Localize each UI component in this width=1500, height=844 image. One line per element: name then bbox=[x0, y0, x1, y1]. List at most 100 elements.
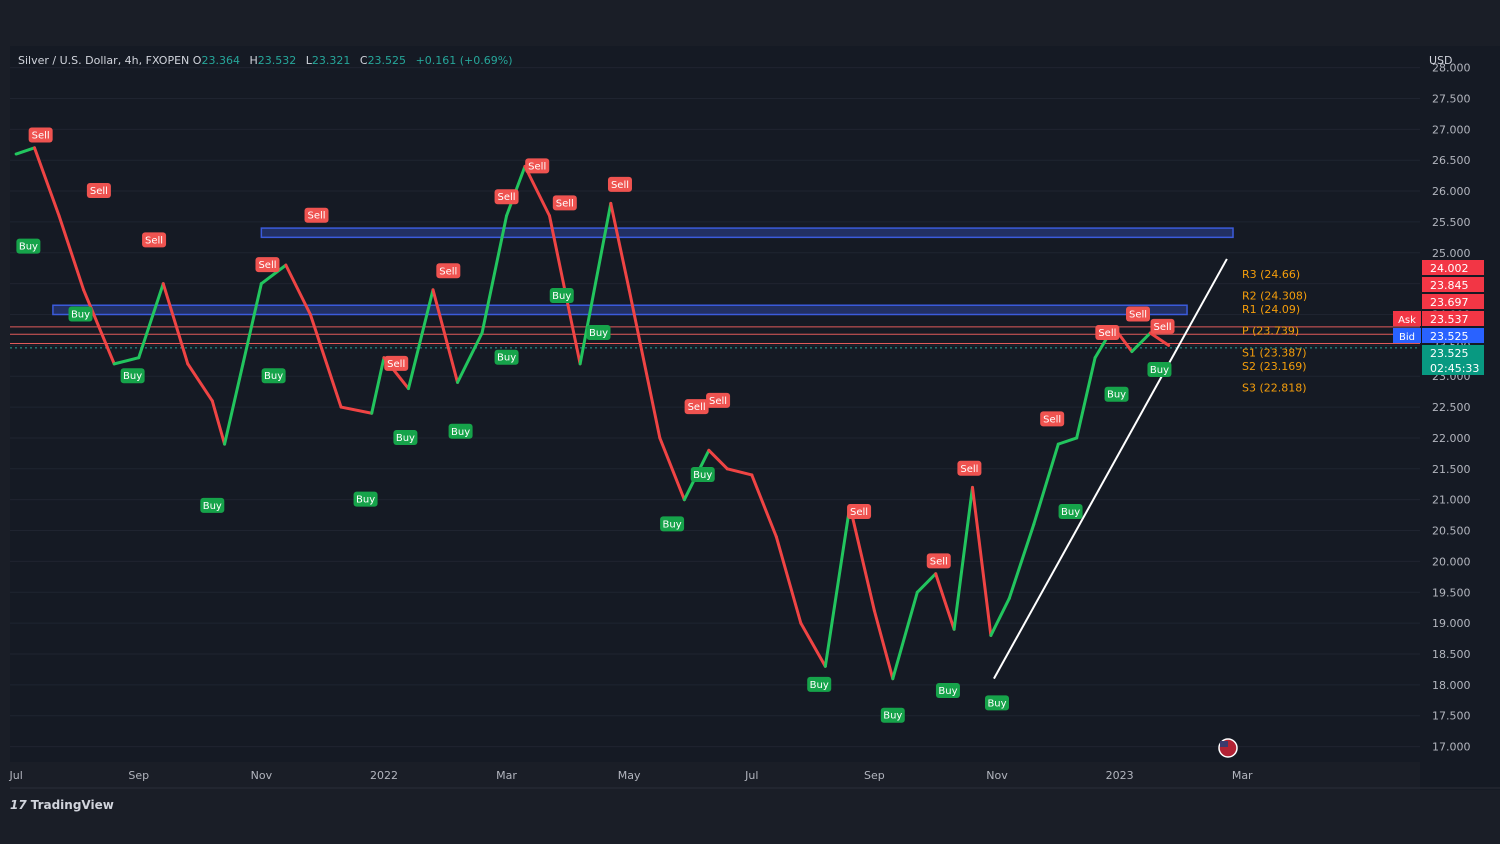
pivot-label: R3 (24.66) bbox=[1242, 268, 1300, 281]
sell-signal bbox=[926, 553, 951, 569]
sell-signal-label: Sell bbox=[1129, 310, 1147, 321]
buy-signal bbox=[494, 349, 519, 365]
pivot-label: R1 (24.09) bbox=[1242, 303, 1300, 316]
buy-signal-label: Buy bbox=[356, 495, 375, 506]
buy-signal-label: Buy bbox=[451, 427, 470, 438]
y-tick-label: 26.000 bbox=[1432, 185, 1471, 198]
x-tick-label: Jul bbox=[744, 769, 758, 782]
buy-signal bbox=[16, 238, 41, 254]
sell-signal-label: Sell bbox=[528, 161, 546, 172]
price-segment bbox=[1056, 436, 1079, 446]
sell-signal bbox=[847, 504, 872, 520]
low-label: L bbox=[305, 54, 312, 67]
y-tick-label: 26.500 bbox=[1432, 154, 1471, 167]
y-tick-label: 22.500 bbox=[1432, 401, 1471, 414]
price-segment bbox=[658, 436, 686, 502]
sell-signal-label: Sell bbox=[498, 192, 516, 203]
tradingview-logo[interactable]: 17 TradingView bbox=[10, 798, 114, 812]
open-value: 23.364 bbox=[201, 54, 240, 67]
price-tag-side bbox=[1393, 328, 1421, 343]
buy-signal-label: Buy bbox=[1107, 390, 1126, 401]
y-tick-label: 25.500 bbox=[1432, 216, 1471, 229]
price-segment bbox=[1148, 331, 1171, 347]
sell-signal-label: Sell bbox=[90, 186, 108, 197]
open-label: O bbox=[192, 54, 202, 67]
price-segment bbox=[223, 362, 245, 446]
buy-signal-label: Buy bbox=[396, 433, 415, 444]
price-segment bbox=[33, 146, 61, 218]
price-tag bbox=[1422, 328, 1484, 343]
x-tick-label: Nov bbox=[251, 769, 273, 782]
buy-signal-label: Buy bbox=[663, 519, 682, 530]
price-segment bbox=[934, 572, 956, 631]
sell-signal-label: Sell bbox=[556, 198, 574, 209]
sell-signal bbox=[1040, 411, 1065, 427]
price-segment bbox=[14, 146, 37, 156]
buy-signal-label: Buy bbox=[203, 501, 222, 512]
price-segment bbox=[1075, 356, 1097, 440]
price-segment bbox=[480, 214, 509, 335]
buy-signal-label: Buy bbox=[552, 291, 571, 302]
price-tag bbox=[1422, 294, 1484, 309]
sell-signal bbox=[552, 195, 577, 211]
y-tick-label: 20.500 bbox=[1432, 525, 1471, 538]
x-tick-label: 2022 bbox=[370, 769, 398, 782]
price-segment bbox=[609, 201, 631, 292]
buy-signal bbox=[1058, 504, 1083, 520]
price-tag-value: 23.845 bbox=[1430, 279, 1469, 292]
price-segment bbox=[406, 288, 435, 391]
y-tick-label: 28.000 bbox=[1432, 62, 1471, 75]
sell-signal-label: Sell bbox=[960, 464, 978, 475]
x-tick-label: Mar bbox=[1232, 769, 1253, 782]
y-tick-label: 19.500 bbox=[1432, 586, 1471, 599]
price-tag bbox=[1422, 260, 1484, 275]
symbol-title[interactable]: Silver / U.S. Dollar, 4h, FXOPEN bbox=[18, 54, 190, 67]
chart-header: Silver / U.S. Dollar, 4h, FXOPEN O23.364… bbox=[18, 54, 519, 67]
price-segment bbox=[523, 164, 551, 218]
resistance-zone bbox=[52, 304, 1188, 316]
x-tick-label: Sep bbox=[864, 769, 885, 782]
price-segment bbox=[456, 331, 484, 384]
price-segment bbox=[1032, 442, 1060, 526]
y-tick-label: 21.500 bbox=[1432, 463, 1471, 476]
sell-signal bbox=[957, 460, 982, 476]
y-tick-label: 22.000 bbox=[1432, 432, 1471, 445]
price-segment bbox=[57, 214, 86, 292]
sell-signal bbox=[607, 176, 632, 192]
buy-signal bbox=[261, 368, 286, 384]
buy-signal bbox=[1147, 362, 1172, 378]
price-segment bbox=[823, 504, 852, 668]
buy-signal-label: Buy bbox=[987, 698, 1006, 709]
price-tag-value: 24.002 bbox=[1430, 262, 1469, 275]
buy-signal-label: Buy bbox=[589, 328, 608, 339]
y-tick-label: 18.500 bbox=[1432, 648, 1471, 661]
buy-signal bbox=[660, 516, 685, 532]
price-segment bbox=[725, 467, 754, 477]
pivot-label: S2 (23.169) bbox=[1242, 360, 1307, 373]
price-tag-value: 23.525 bbox=[1430, 347, 1469, 360]
pivot-label: P (23.739) bbox=[1242, 325, 1299, 338]
price-tag bbox=[1422, 345, 1484, 360]
price-segment bbox=[848, 504, 876, 613]
price-segment bbox=[186, 362, 214, 403]
price-tag bbox=[1422, 277, 1484, 292]
buy-signal bbox=[985, 695, 1009, 711]
tradingview-wordmark: TradingView bbox=[30, 798, 114, 812]
price-tag-side bbox=[1393, 311, 1421, 326]
buy-signal bbox=[448, 423, 473, 439]
high-value: 23.532 bbox=[257, 54, 297, 67]
y-tick-label: 21.000 bbox=[1432, 494, 1471, 507]
x-tick-label: Mar bbox=[496, 769, 517, 782]
sell-signal bbox=[142, 232, 167, 248]
sell-signal bbox=[436, 263, 461, 279]
price-segment bbox=[259, 263, 288, 286]
sell-signal bbox=[706, 392, 731, 408]
sell-signal bbox=[255, 257, 280, 273]
sell-signal-label: Sell bbox=[688, 402, 706, 413]
sell-signal-label: Sell bbox=[611, 180, 629, 191]
buy-signal-label: Buy bbox=[19, 242, 38, 253]
price-segment bbox=[1130, 331, 1152, 354]
y-tick-label: 20.000 bbox=[1432, 555, 1471, 568]
y-tick-label: 17.000 bbox=[1432, 741, 1471, 754]
